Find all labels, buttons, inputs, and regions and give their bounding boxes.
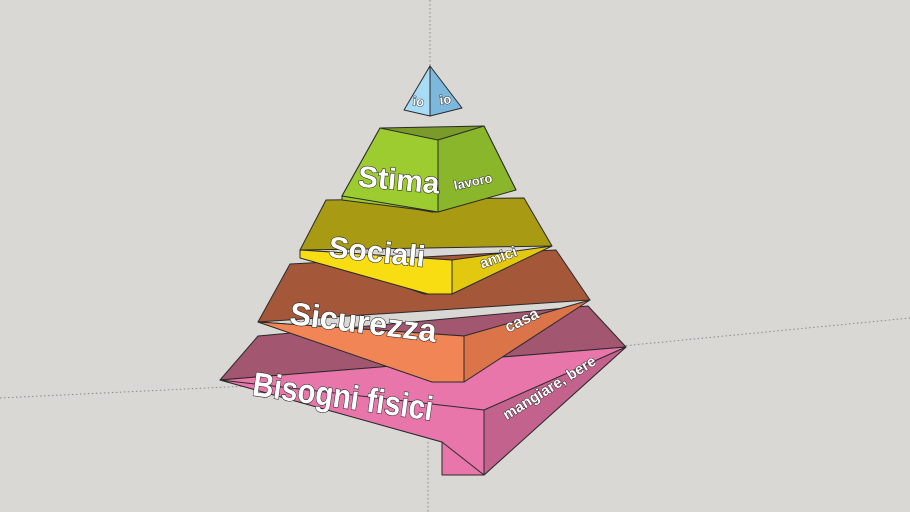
- level-bisogni-fisici-side-face: [483, 346, 627, 476]
- level-stima: Stima lavoro: [341, 125, 517, 213]
- level-sociali-front-fill: [299, 249, 453, 295]
- level-io-label: io: [412, 93, 425, 109]
- level-stima-label: Stima: [357, 161, 442, 201]
- axis-line-left: [0, 385, 249, 399]
- level-io-side-face: [429, 65, 463, 117]
- level-sociali-side-face: [451, 245, 553, 295]
- axis-line-right: [621, 317, 910, 347]
- level-sicurezza-side-face: [463, 299, 591, 383]
- level-sociali: Sociali amici: [299, 197, 553, 295]
- level-io: io io: [403, 65, 463, 117]
- level-io-side-label: io: [439, 91, 453, 107]
- level-stima-side-face: [437, 125, 517, 213]
